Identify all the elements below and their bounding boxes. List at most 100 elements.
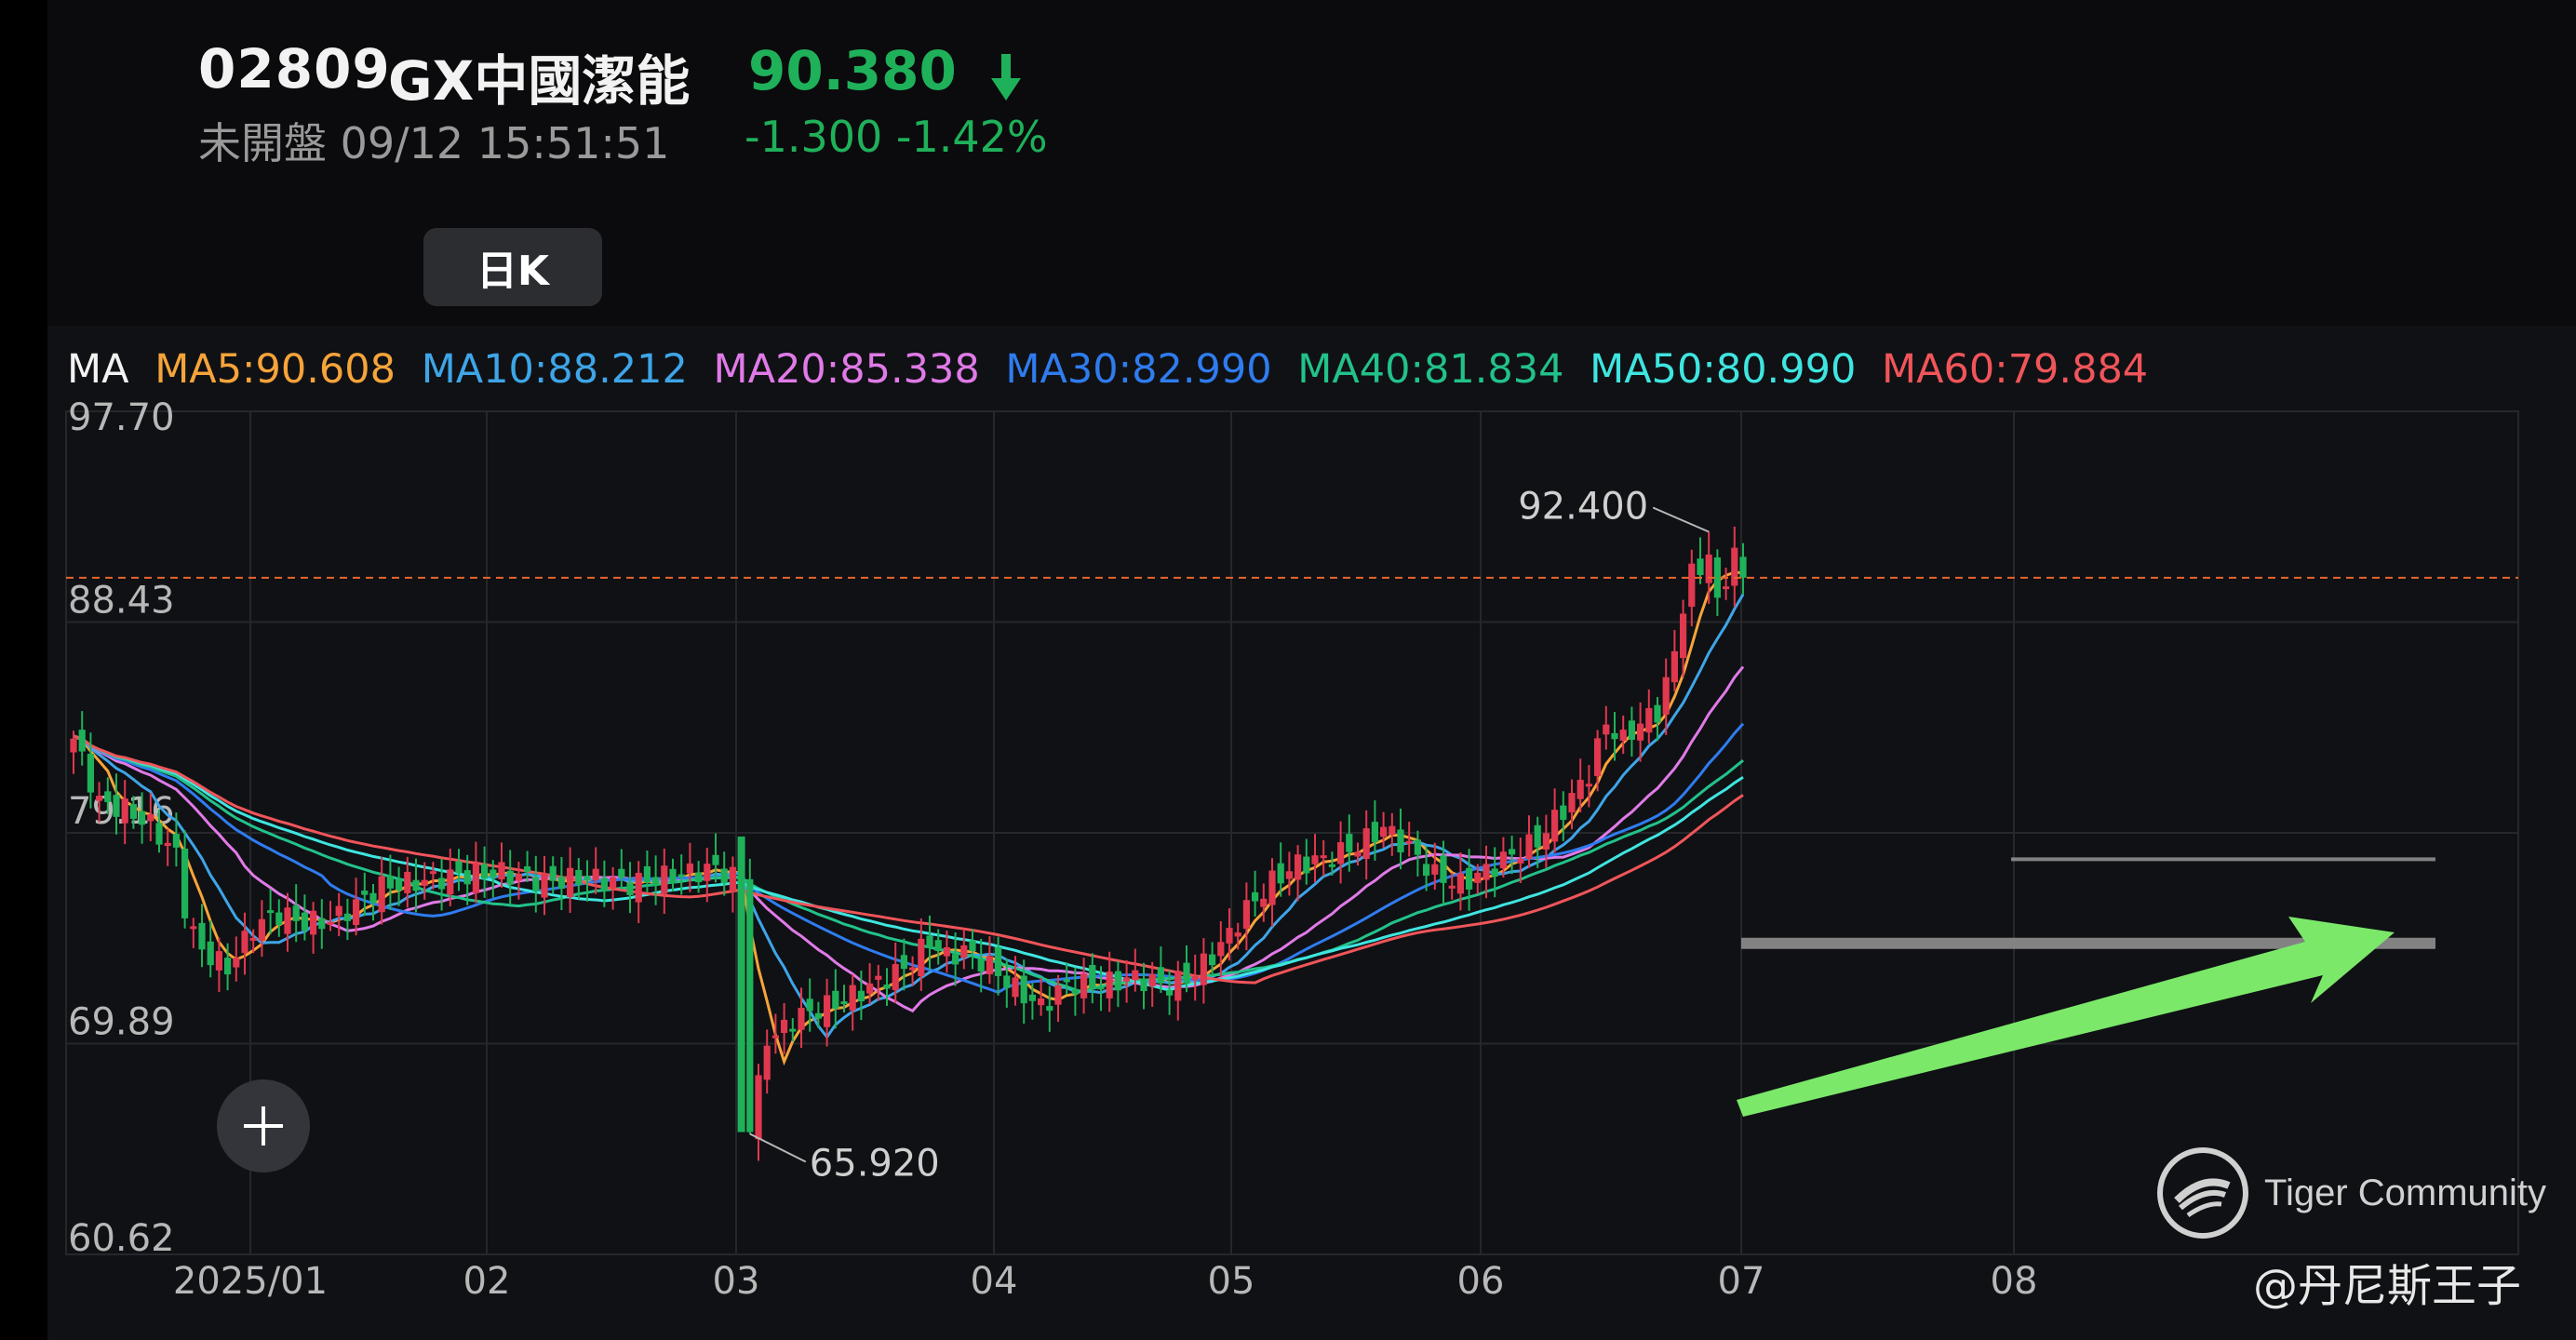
candle-body bbox=[1277, 863, 1284, 884]
candle-body bbox=[1397, 829, 1404, 852]
arrow-down-icon bbox=[991, 54, 1021, 100]
candle-body bbox=[746, 878, 754, 1132]
candle-body bbox=[1713, 557, 1721, 598]
candle-body bbox=[104, 791, 112, 802]
candle-body bbox=[926, 935, 933, 948]
candle-body bbox=[1499, 851, 1507, 869]
candle-body bbox=[918, 938, 925, 977]
candle-body bbox=[635, 872, 642, 903]
tiger-logo-icon bbox=[2157, 1147, 2248, 1239]
candle-body bbox=[1028, 994, 1036, 1001]
ma60-line bbox=[73, 734, 1744, 985]
candle-body bbox=[429, 871, 436, 875]
candle-body bbox=[1285, 871, 1293, 879]
candle-body bbox=[763, 1045, 771, 1080]
candle-body bbox=[463, 870, 471, 885]
candle-body bbox=[1106, 972, 1113, 998]
candle-body bbox=[258, 918, 265, 941]
candle-body bbox=[498, 862, 505, 879]
candle-body bbox=[1311, 855, 1319, 864]
ma-legend: MA MA5:90.608 MA10:88.212 MA20:85.338 MA… bbox=[67, 346, 2161, 393]
candle-body bbox=[1670, 650, 1678, 683]
candle-body bbox=[1697, 558, 1704, 575]
candle-body bbox=[310, 910, 317, 935]
candle-body bbox=[875, 975, 882, 980]
candle-body bbox=[1123, 977, 1131, 982]
candle-body bbox=[386, 876, 394, 889]
candle-body bbox=[1371, 822, 1378, 843]
candle-body bbox=[532, 877, 540, 891]
candle-body bbox=[704, 864, 711, 881]
candle-body bbox=[1046, 1006, 1053, 1012]
ma10-legend: MA10:88.212 bbox=[421, 346, 688, 393]
candle-body bbox=[1234, 932, 1241, 937]
candle-body bbox=[249, 937, 257, 941]
candle-body bbox=[1320, 855, 1327, 859]
x-tick-label: 02 bbox=[463, 1260, 511, 1303]
candle-body bbox=[224, 958, 232, 975]
candle-body bbox=[164, 842, 171, 847]
x-tick-label: 08 bbox=[1991, 1260, 2038, 1303]
candle-body bbox=[781, 1019, 788, 1034]
candle-body bbox=[900, 955, 907, 970]
candle-body bbox=[1063, 979, 1070, 983]
candle-body bbox=[1328, 864, 1335, 867]
candle-body bbox=[1603, 724, 1610, 735]
candle-body bbox=[1483, 864, 1490, 880]
ma40-line bbox=[73, 734, 1744, 994]
candle-body bbox=[557, 877, 565, 889]
candle-body bbox=[567, 867, 574, 898]
candle-body bbox=[1268, 870, 1276, 905]
candle-body bbox=[1560, 805, 1567, 821]
candle-body bbox=[147, 813, 154, 822]
candle-body bbox=[669, 868, 677, 884]
candle-body bbox=[892, 964, 899, 991]
ma5-line bbox=[73, 570, 1744, 1066]
candle-body bbox=[1362, 828, 1370, 860]
candle-body bbox=[1731, 547, 1738, 586]
candle-body bbox=[1619, 730, 1627, 742]
candle-body bbox=[1576, 780, 1584, 799]
candle-body bbox=[447, 869, 454, 895]
candle-body bbox=[1585, 784, 1592, 787]
candle-body bbox=[584, 876, 591, 880]
candle-body bbox=[1183, 962, 1190, 984]
plus-icon bbox=[244, 1106, 283, 1146]
candle-body bbox=[857, 990, 865, 1002]
candle-body bbox=[181, 848, 189, 918]
candle-body bbox=[1089, 965, 1096, 989]
candle-body bbox=[1414, 839, 1421, 855]
candle-body bbox=[943, 947, 950, 957]
add-indicator-button[interactable] bbox=[217, 1079, 310, 1172]
ma20-legend: MA20:85.338 bbox=[713, 346, 980, 393]
candle-body bbox=[678, 874, 685, 878]
candle-body bbox=[1337, 842, 1345, 864]
candle-body bbox=[198, 922, 206, 950]
candle-body bbox=[1380, 826, 1388, 838]
y-tick-label: 97.70 bbox=[68, 396, 175, 439]
ma50-line bbox=[73, 734, 1744, 992]
quote-header: 02809 GX中國潔能 90.380 未開盤 09/12 15:51:51 -… bbox=[47, 0, 2576, 326]
candle-body bbox=[1054, 985, 1062, 1005]
candle-body bbox=[1389, 825, 1396, 836]
candle-body bbox=[1594, 738, 1602, 777]
trend-arrow-icon bbox=[1737, 917, 2395, 1117]
candle-body bbox=[969, 940, 976, 951]
candle-body bbox=[600, 878, 608, 891]
candle-body bbox=[1132, 970, 1139, 981]
candle-body bbox=[78, 730, 86, 752]
candle-body bbox=[806, 998, 813, 1012]
period-button-daily[interactable]: 日K bbox=[423, 228, 602, 306]
ma-legend-label: MA bbox=[67, 346, 129, 393]
y-tick-label: 69.89 bbox=[68, 1001, 175, 1044]
candle-body bbox=[1723, 586, 1730, 590]
candle-body bbox=[1654, 704, 1661, 723]
candle-body bbox=[1509, 849, 1516, 855]
x-tick-label: 07 bbox=[1718, 1260, 1765, 1303]
stock-name: GX中國潔能 bbox=[388, 49, 691, 113]
candle-body bbox=[1295, 854, 1302, 880]
candle-body bbox=[771, 1035, 779, 1038]
candle-body bbox=[275, 912, 283, 925]
candle-body bbox=[1260, 898, 1268, 907]
